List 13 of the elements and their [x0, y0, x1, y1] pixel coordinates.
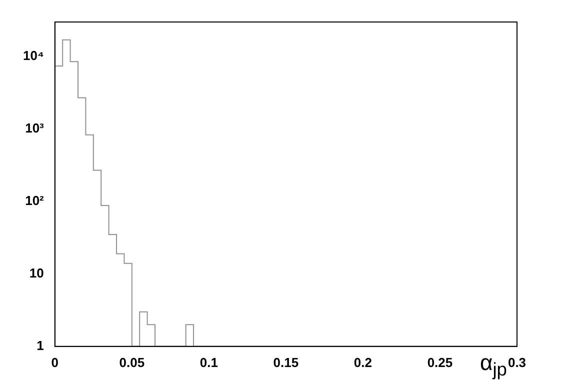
- x-tick-label: 0.05: [119, 354, 145, 370]
- x-axis-title: α$_{jp}$: [480, 350, 507, 380]
- x-tick-label: 0.2: [354, 354, 372, 370]
- y-tick-label: 10²: [25, 193, 45, 208]
- y-tick-label: 1: [36, 338, 44, 353]
- x-tick-label: 0: [51, 354, 59, 370]
- y-tick-label: 10⁴: [23, 48, 44, 64]
- y-tick-label: 10: [29, 266, 44, 281]
- x-tick-label: 0.3: [508, 354, 526, 370]
- y-tick-label: 10³: [25, 120, 45, 136]
- x-tick-label: 0.1: [200, 354, 218, 370]
- x-tick-label: 0.15: [273, 354, 299, 370]
- x-tick-label: 0.25: [427, 354, 453, 370]
